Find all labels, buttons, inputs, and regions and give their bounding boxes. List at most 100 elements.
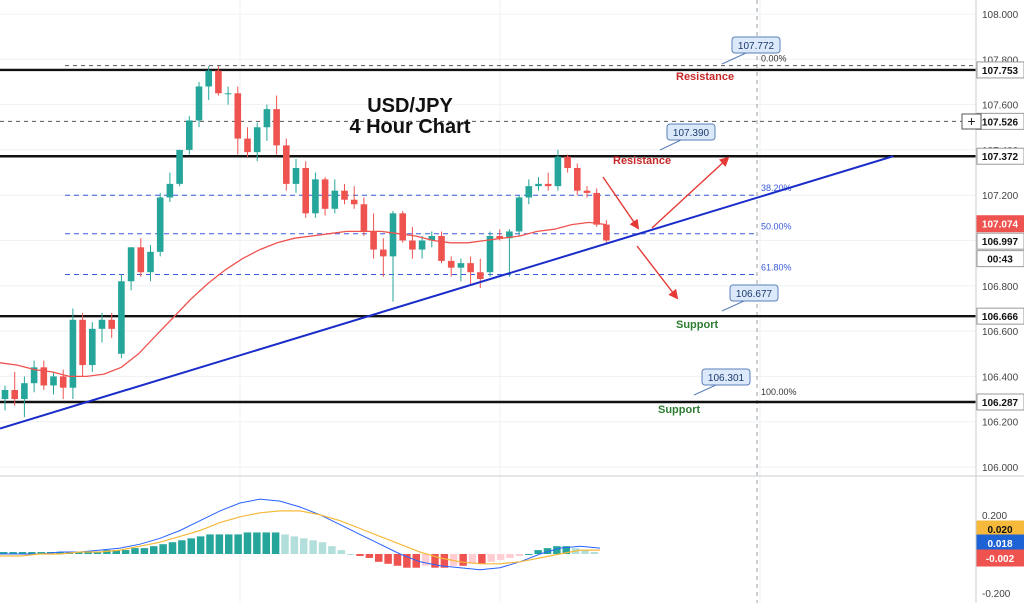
- candle-body: [1, 389, 9, 400]
- macd-histogram-bar: [590, 552, 599, 554]
- candle-body: [380, 249, 387, 257]
- candle-body: [409, 240, 416, 250]
- candle-body: [166, 183, 174, 198]
- macd-histogram-bar: [262, 532, 270, 554]
- macd-histogram-bar: [384, 554, 392, 564]
- candle-body: [283, 145, 290, 184]
- candle-body: [50, 376, 57, 386]
- macd-histogram-bar: [206, 534, 214, 554]
- macd-histogram-bar: [281, 534, 289, 554]
- projection-arrow: [651, 156, 730, 229]
- macd-histogram-bar: [178, 540, 186, 554]
- macd-histogram-bar: [581, 550, 589, 554]
- horizontal-levels: [0, 65, 976, 404]
- macd-histogram-bar: [403, 554, 411, 568]
- y-tick-label: 106.200: [982, 418, 1019, 429]
- macd-histogram-bar: [75, 552, 83, 554]
- macd-histogram-bar: [196, 536, 205, 554]
- macd-histogram-bar: [187, 538, 195, 554]
- macd-histogram-bar: [487, 554, 495, 562]
- price-axis: 108.000107.800107.600107.400107.200107.0…: [975, 0, 1019, 603]
- callout-pointer: [693, 384, 717, 396]
- macd-histogram-bar: [515, 554, 524, 556]
- candle-body: [215, 70, 222, 94]
- candle-body: [360, 204, 368, 232]
- macd-histogram-bar: [93, 552, 102, 554]
- projection-arrows: [602, 156, 730, 300]
- candle-body: [438, 235, 445, 261]
- macd-histogram-bar: [243, 532, 252, 554]
- level-price-tag: 107.753: [982, 66, 1019, 77]
- candle-body: [244, 138, 251, 153]
- candle-body: [302, 168, 309, 214]
- candle-body: [447, 260, 455, 268]
- level-price-tag-bg: [976, 393, 1024, 411]
- resistance-label-upper: Resistance: [676, 71, 734, 83]
- macd-histogram-bar: [459, 554, 467, 566]
- candles: [1, 66, 610, 418]
- macd-histogram-bar: [393, 554, 402, 566]
- level-price-tag-bg: [976, 307, 1024, 325]
- ma-line: [0, 221, 607, 378]
- macd-histogram-bar: [159, 544, 167, 554]
- macd-histogram-bar: [450, 554, 458, 566]
- fib-label: 50.00%: [761, 222, 792, 232]
- candle-body: [603, 224, 610, 241]
- candle-body: [321, 179, 329, 209]
- signal-line: [0, 510, 600, 565]
- macd-histogram-bar: [140, 548, 149, 554]
- resistance-label-lower: Resistance: [613, 155, 671, 167]
- candle-body: [127, 247, 135, 282]
- fib-label: 61.80%: [761, 262, 792, 272]
- macd-price-tag: 0.018: [987, 539, 1012, 550]
- candle-body: [21, 383, 28, 400]
- candle-body: [234, 93, 242, 139]
- candle-body: [186, 120, 193, 150]
- macd-histogram-bar: [84, 552, 92, 554]
- macd-histogram-bar: [562, 546, 570, 554]
- chart-title-pair: USD/JPY: [367, 95, 453, 117]
- macd-histogram-bar: [440, 554, 449, 568]
- support-label-lower: Support: [658, 404, 700, 416]
- chart-title: USD/JPY 4 Hour Chart: [349, 95, 470, 138]
- level-notes: Resistance Resistance Support Support: [613, 71, 734, 416]
- callout-box: [731, 36, 781, 54]
- candle-body: [477, 272, 484, 280]
- macd-histogram-bar: [225, 534, 233, 554]
- callout-text: 107.772: [738, 41, 775, 52]
- add-level-button[interactable]: +: [961, 113, 982, 130]
- moving-average: [0, 221, 607, 378]
- candle-body: [224, 93, 232, 95]
- macd-histogram-bar: [112, 550, 120, 554]
- candle-body: [341, 190, 348, 200]
- candle-body: [331, 190, 339, 209]
- trendline: [0, 155, 894, 430]
- price-tags: 107.753 107.372 106.666 106.287 107.526 107.0…: [976, 61, 1024, 567]
- macd-histogram-bar: [421, 554, 430, 566]
- macd-histogram-bar: [534, 550, 542, 554]
- macd-histogram-bar: [431, 554, 439, 568]
- macd-line: [0, 498, 601, 571]
- countdown-tag: 00:43: [987, 255, 1013, 266]
- candle-body: [273, 109, 280, 146]
- candle-body: [147, 251, 154, 273]
- candle-body: [98, 319, 106, 329]
- macd-histogram-bar: [365, 554, 374, 558]
- candle-body: [350, 199, 358, 205]
- candle-body: [176, 149, 183, 184]
- candle-body: [399, 213, 406, 241]
- candle-body: [89, 328, 96, 366]
- macd-histogram-bar: [103, 550, 111, 554]
- macd-histogram-bar: [356, 554, 364, 556]
- macd-histogram-bar: [318, 542, 327, 554]
- callout-box: [729, 284, 779, 302]
- macd-histogram-bar: [337, 550, 345, 554]
- callout-pointer: [721, 52, 747, 65]
- level-price-tag: 107.372: [982, 152, 1019, 163]
- fib-label: 38.20%: [761, 183, 792, 193]
- candle-body: [370, 231, 377, 250]
- chart-title-timeframe: 4 Hour Chart: [349, 116, 470, 138]
- macd-histogram-bar: [150, 546, 158, 554]
- macd-histogram-bar: [18, 552, 27, 554]
